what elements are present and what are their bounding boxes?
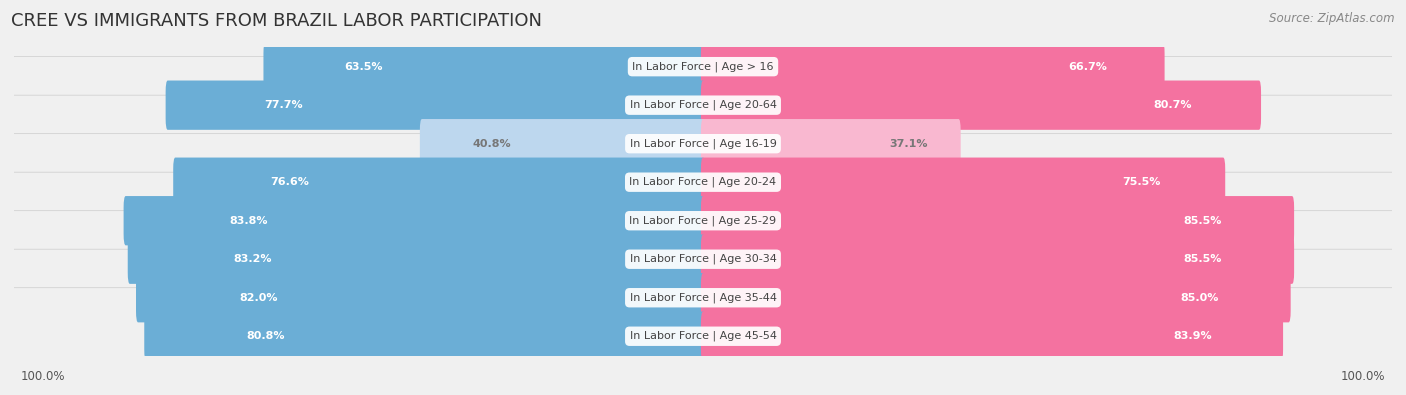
Text: In Labor Force | Age 25-29: In Labor Force | Age 25-29 bbox=[630, 215, 776, 226]
FancyBboxPatch shape bbox=[702, 235, 1294, 284]
Text: 83.2%: 83.2% bbox=[233, 254, 271, 264]
FancyBboxPatch shape bbox=[8, 211, 1398, 308]
FancyBboxPatch shape bbox=[702, 158, 1225, 207]
Text: 100.0%: 100.0% bbox=[21, 370, 66, 383]
FancyBboxPatch shape bbox=[124, 196, 704, 245]
Text: Source: ZipAtlas.com: Source: ZipAtlas.com bbox=[1270, 12, 1395, 25]
FancyBboxPatch shape bbox=[702, 81, 1261, 130]
FancyBboxPatch shape bbox=[8, 288, 1398, 385]
FancyBboxPatch shape bbox=[145, 312, 704, 361]
Text: In Labor Force | Age 20-64: In Labor Force | Age 20-64 bbox=[630, 100, 776, 111]
Text: 80.8%: 80.8% bbox=[246, 331, 285, 341]
FancyBboxPatch shape bbox=[702, 196, 1294, 245]
FancyBboxPatch shape bbox=[702, 119, 960, 168]
FancyBboxPatch shape bbox=[8, 172, 1398, 269]
FancyBboxPatch shape bbox=[173, 158, 704, 207]
Legend: Cree, Immigrants from Brazil: Cree, Immigrants from Brazil bbox=[582, 394, 824, 395]
Text: 100.0%: 100.0% bbox=[1340, 370, 1385, 383]
Text: 85.5%: 85.5% bbox=[1182, 216, 1222, 226]
Text: In Labor Force | Age 20-24: In Labor Force | Age 20-24 bbox=[630, 177, 776, 188]
Text: In Labor Force | Age 30-34: In Labor Force | Age 30-34 bbox=[630, 254, 776, 265]
Text: 80.7%: 80.7% bbox=[1154, 100, 1192, 110]
FancyBboxPatch shape bbox=[128, 235, 704, 284]
Text: In Labor Force | Age 45-54: In Labor Force | Age 45-54 bbox=[630, 331, 776, 342]
Text: 83.8%: 83.8% bbox=[229, 216, 269, 226]
Text: 85.5%: 85.5% bbox=[1182, 254, 1222, 264]
Text: In Labor Force | Age > 16: In Labor Force | Age > 16 bbox=[633, 61, 773, 72]
Text: 40.8%: 40.8% bbox=[472, 139, 512, 149]
FancyBboxPatch shape bbox=[8, 249, 1398, 346]
FancyBboxPatch shape bbox=[702, 42, 1164, 91]
Text: 85.0%: 85.0% bbox=[1180, 293, 1219, 303]
Text: 77.7%: 77.7% bbox=[264, 100, 302, 110]
Text: 75.5%: 75.5% bbox=[1122, 177, 1161, 187]
Text: 76.6%: 76.6% bbox=[270, 177, 309, 187]
FancyBboxPatch shape bbox=[8, 134, 1398, 231]
Text: 37.1%: 37.1% bbox=[890, 139, 928, 149]
Text: CREE VS IMMIGRANTS FROM BRAZIL LABOR PARTICIPATION: CREE VS IMMIGRANTS FROM BRAZIL LABOR PAR… bbox=[11, 12, 543, 30]
Text: 82.0%: 82.0% bbox=[240, 293, 278, 303]
FancyBboxPatch shape bbox=[420, 119, 704, 168]
Text: 63.5%: 63.5% bbox=[344, 62, 382, 71]
FancyBboxPatch shape bbox=[166, 81, 704, 130]
FancyBboxPatch shape bbox=[8, 18, 1398, 115]
Text: In Labor Force | Age 16-19: In Labor Force | Age 16-19 bbox=[630, 138, 776, 149]
Text: 66.7%: 66.7% bbox=[1069, 62, 1108, 71]
Text: In Labor Force | Age 35-44: In Labor Force | Age 35-44 bbox=[630, 292, 776, 303]
FancyBboxPatch shape bbox=[702, 273, 1291, 322]
FancyBboxPatch shape bbox=[263, 42, 704, 91]
FancyBboxPatch shape bbox=[8, 95, 1398, 192]
FancyBboxPatch shape bbox=[8, 56, 1398, 154]
FancyBboxPatch shape bbox=[702, 312, 1284, 361]
Text: 83.9%: 83.9% bbox=[1173, 331, 1212, 341]
FancyBboxPatch shape bbox=[136, 273, 704, 322]
